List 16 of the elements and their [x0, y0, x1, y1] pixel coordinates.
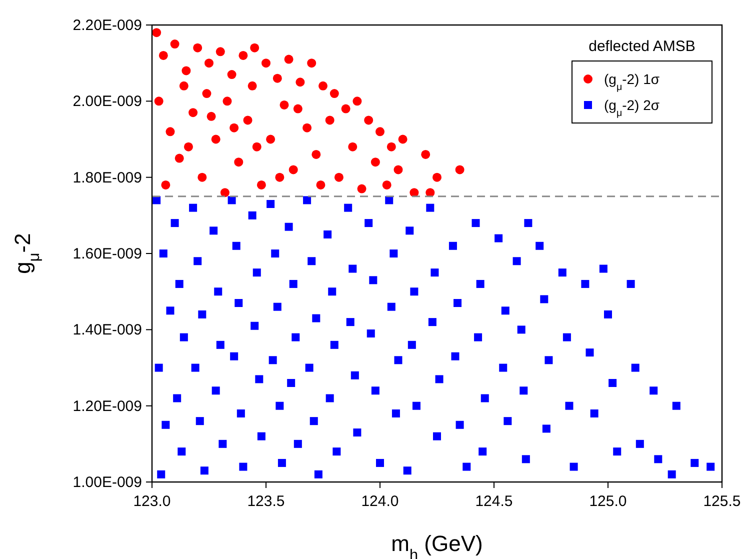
x-tick-label: 124.5	[475, 493, 513, 510]
x-tick-label: 123.0	[133, 493, 171, 510]
legend-title: deflected AMSB	[588, 38, 696, 55]
y-tick-label: 1.20E-009	[72, 398, 142, 415]
y-tick-label: 2.00E-009	[72, 93, 142, 110]
y-tick-label: 1.40E-009	[72, 322, 142, 339]
y-tick-label: 1.80E-009	[72, 169, 142, 186]
y-tick-label: 1.00E-009	[72, 474, 142, 491]
y-tick-label: 1.60E-009	[72, 246, 142, 262]
legend-label: (g$_{μ}$-2) 2σ	[604, 97, 660, 118]
legend-label: (g$_{μ}$-2) 1σ	[604, 71, 660, 92]
y-tick-label: 2.20E-009	[72, 17, 142, 34]
x-tick-label: 124.0	[361, 493, 399, 510]
x-tick-label: 125.5	[703, 493, 741, 510]
x-tick-label: 123.5	[247, 493, 285, 510]
x-tick-label: 125.0	[589, 493, 627, 510]
